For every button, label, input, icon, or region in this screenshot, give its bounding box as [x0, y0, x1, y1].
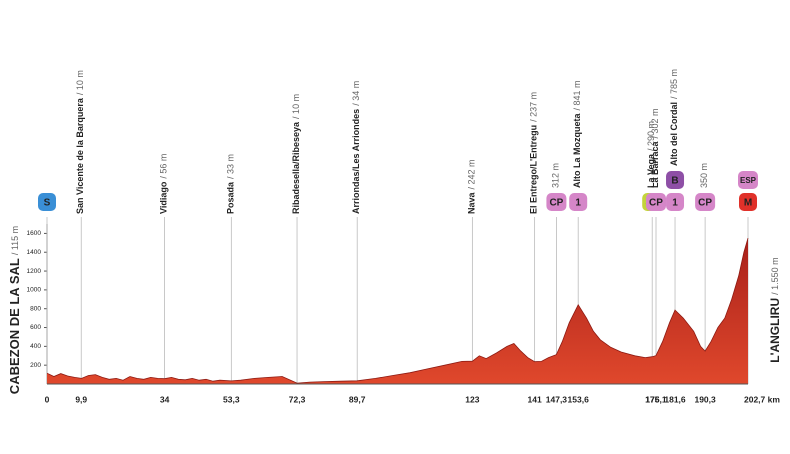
waypoint-name: San Vicente de la Barquera — [76, 97, 86, 214]
x-tick-label: 0 — [45, 394, 50, 404]
y-tick-label: 1400 — [27, 249, 42, 256]
waypoint-label: Alto La Mozqueta / 841 m — [573, 80, 583, 188]
badge-label: 1 — [672, 198, 678, 209]
waypoint-label: La Barraca / 302 m — [650, 108, 660, 188]
waypoint-name: Alto La Mozqueta — [573, 113, 583, 188]
waypoint-alt: / 56 m — [159, 154, 169, 179]
badge-label: M — [744, 198, 752, 209]
endpoint-alt: / 115 m — [10, 226, 20, 255]
waypoint-alt: / 302 m — [650, 108, 660, 138]
waypoint-label: Alto del Cordal / 785 m — [669, 69, 679, 166]
waypoint-label: Vidiago / 56 m — [159, 154, 169, 214]
waypoint-label: 350 m — [699, 163, 709, 188]
waypoint-name: Arriondas/Les Arriondes — [352, 109, 362, 214]
y-tick-label: 800 — [30, 305, 41, 312]
waypoint-name: El Entrego/L'Entregu — [529, 125, 539, 214]
badge-label: CP — [549, 198, 563, 209]
waypoint-name: Nava — [467, 191, 477, 214]
endpoint-label: CABEZON DE LA SAL / 115 m — [7, 226, 22, 394]
waypoint-label: El Entrego/L'Entregu / 237 m — [529, 92, 539, 214]
waypoint-alt: 312 m — [551, 163, 561, 188]
profile-area — [47, 238, 748, 384]
y-tick-label: 1000 — [27, 287, 42, 294]
badge — [646, 193, 667, 211]
x-tick-label: 202,7 km — [744, 394, 780, 404]
endpoint-label: L'ANGLIRU / 1.550 m — [768, 257, 782, 362]
x-tick-label: 153,6 — [568, 394, 590, 404]
waypoint-name: Posada — [226, 181, 236, 214]
x-tick-label: 53,3 — [223, 394, 240, 404]
badge — [666, 171, 685, 189]
endpoint-alt: / 1.550 m — [770, 257, 780, 295]
profile-line — [46, 237, 749, 384]
badge — [569, 193, 588, 211]
waypoint-alt: / 841 m — [573, 80, 583, 110]
endpoint-name: CABEZON DE LA SAL — [7, 258, 22, 394]
y-tick-label: 1200 — [27, 268, 42, 275]
waypoint-alt: / 290 m — [647, 121, 657, 151]
x-tick-label: 190,3 — [694, 394, 716, 404]
badge — [738, 171, 758, 189]
badge-label: ESP — [740, 176, 757, 185]
badge — [695, 193, 716, 211]
waypoint-alt: / 34 m — [352, 81, 362, 106]
waypoint-label: San Vicente de la Barquera / 10 m — [76, 70, 86, 214]
badge-label: 1 — [575, 198, 581, 209]
x-tick-label: 176,1 — [645, 394, 667, 404]
waypoint-alt: / 242 m — [467, 159, 477, 189]
badge — [546, 193, 567, 211]
y-tick-label: 200 — [30, 362, 41, 369]
waypoint-label: 312 m — [551, 163, 561, 188]
x-tick-label: 175 — [645, 394, 659, 404]
badge — [739, 193, 757, 211]
waypoint-label: Nava / 242 m — [467, 159, 477, 214]
waypoint-name: La Barraca — [650, 140, 660, 188]
x-tick-label: 34 — [160, 394, 170, 404]
badge-label: CP — [649, 198, 663, 209]
waypoint-label: Posada / 33 m — [226, 154, 236, 214]
waypoint-alt: 350 m — [699, 163, 709, 188]
x-tick-label: 181,6 — [664, 394, 686, 404]
badge — [38, 193, 56, 211]
x-tick-label: 147,3 — [546, 394, 568, 404]
waypoint-label: Arriondas/Les Arriondes / 34 m — [352, 81, 362, 214]
waypoint-alt: / 237 m — [529, 92, 539, 122]
waypoint-name: Alto del Cordal — [669, 102, 679, 166]
waypoint-label: Ribadesella/Ribeseya / 10 m — [291, 94, 301, 214]
waypoint-alt: / 10 m — [76, 70, 86, 95]
x-tick-label: 123 — [465, 394, 479, 404]
badge-label: B — [671, 176, 678, 187]
badge — [666, 193, 685, 211]
y-tick-label: 1600 — [27, 230, 42, 237]
y-tick-label: 600 — [30, 324, 41, 331]
waypoint-alt: / 33 m — [226, 154, 236, 179]
waypoint-name: Ribadesella/Ribeseya — [291, 121, 301, 214]
waypoint-name: La Vega — [647, 153, 657, 188]
waypoint-label: La Vega / 290 m — [647, 121, 657, 188]
waypoint-name: Vidiago — [159, 181, 169, 214]
x-tick-label: 72,3 — [289, 394, 306, 404]
x-tick-label: 9,9 — [75, 394, 87, 404]
waypoint-alt: / 10 m — [291, 94, 301, 119]
badge-label: S — [44, 198, 51, 209]
waypoint-alt: / 785 m — [669, 69, 679, 99]
x-tick-label: 141 — [528, 394, 542, 404]
x-tick-label: 89,7 — [349, 394, 366, 404]
y-tick-label: 400 — [30, 343, 41, 350]
badge-label: CP — [698, 198, 712, 209]
endpoint-name: L'ANGLIRU — [768, 298, 782, 363]
